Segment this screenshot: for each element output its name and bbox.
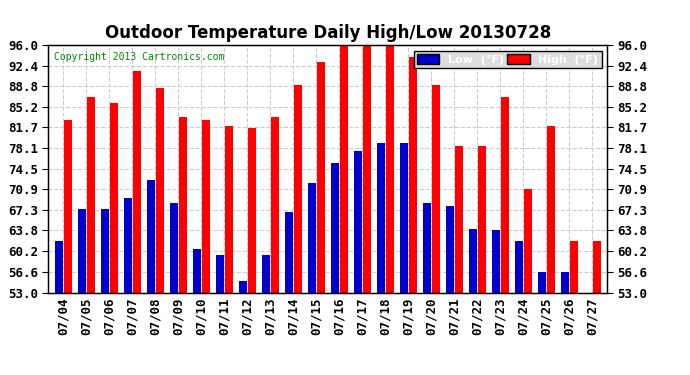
Bar bbox=[101, 209, 108, 292]
Bar bbox=[386, 45, 394, 292]
Bar bbox=[308, 183, 315, 292]
Bar bbox=[294, 85, 302, 292]
Bar bbox=[331, 163, 339, 292]
Bar bbox=[491, 230, 500, 292]
Bar bbox=[64, 120, 72, 292]
Bar bbox=[593, 241, 601, 292]
Bar bbox=[377, 143, 384, 292]
Bar bbox=[455, 146, 463, 292]
Bar bbox=[110, 102, 118, 292]
Bar bbox=[478, 146, 486, 292]
Bar bbox=[422, 203, 431, 292]
Bar bbox=[146, 180, 155, 292]
Bar bbox=[179, 117, 187, 292]
Bar bbox=[515, 241, 522, 292]
Bar bbox=[560, 272, 569, 292]
Bar bbox=[353, 152, 362, 292]
Legend: Low  (°F), High  (°F): Low (°F), High (°F) bbox=[413, 51, 602, 68]
Bar bbox=[271, 117, 279, 292]
Title: Outdoor Temperature Daily High/Low 20130728: Outdoor Temperature Daily High/Low 20130… bbox=[105, 24, 551, 42]
Bar bbox=[248, 129, 256, 292]
Bar bbox=[225, 126, 233, 292]
Bar bbox=[202, 120, 210, 292]
Bar bbox=[469, 229, 477, 292]
Bar bbox=[124, 198, 132, 292]
Bar bbox=[317, 62, 325, 292]
Bar bbox=[446, 206, 453, 292]
Bar bbox=[239, 281, 246, 292]
Text: Copyright 2013 Cartronics.com: Copyright 2013 Cartronics.com bbox=[54, 53, 224, 62]
Bar bbox=[524, 189, 532, 292]
Bar bbox=[501, 97, 509, 292]
Bar bbox=[547, 126, 555, 292]
Bar bbox=[87, 97, 95, 292]
Bar bbox=[77, 209, 86, 292]
Bar bbox=[262, 255, 270, 292]
Bar bbox=[193, 249, 201, 292]
Bar bbox=[156, 88, 164, 292]
Bar bbox=[215, 255, 224, 292]
Bar bbox=[55, 241, 63, 292]
Bar bbox=[170, 203, 177, 292]
Bar bbox=[133, 71, 141, 292]
Bar bbox=[363, 45, 371, 292]
Bar bbox=[432, 85, 440, 292]
Bar bbox=[570, 241, 578, 292]
Bar bbox=[284, 212, 293, 292]
Bar bbox=[409, 57, 417, 292]
Bar bbox=[340, 45, 348, 292]
Bar bbox=[538, 272, 546, 292]
Bar bbox=[400, 143, 408, 292]
